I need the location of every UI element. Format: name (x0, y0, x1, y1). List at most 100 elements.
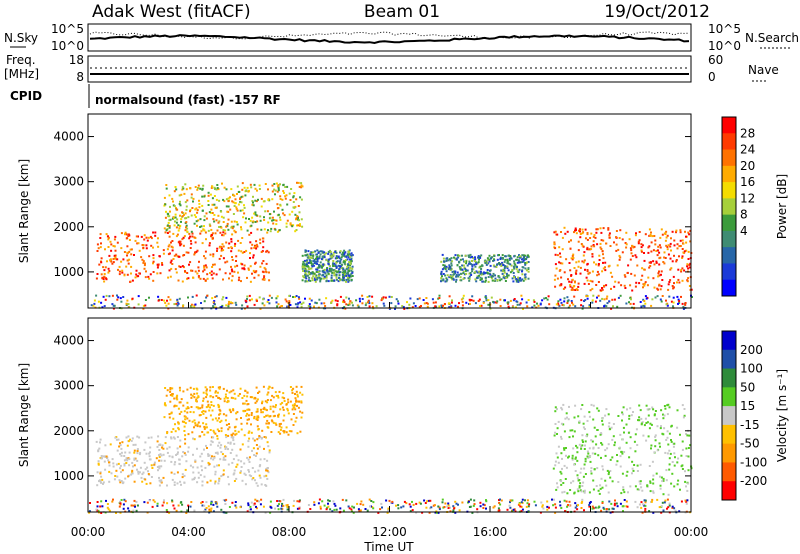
data-cell (479, 279, 482, 281)
data-cell (171, 499, 174, 502)
data-cell (233, 245, 236, 247)
data-cell (312, 254, 315, 257)
data-cell (449, 274, 452, 277)
data-cell (559, 470, 562, 473)
data-cell (297, 302, 300, 305)
data-cell (167, 253, 170, 256)
data-cell (579, 272, 582, 275)
data-cell (508, 259, 511, 262)
x-tick-label: 04:00 (171, 525, 206, 539)
data-cell (257, 198, 259, 201)
data-cell (357, 305, 360, 308)
data-cell (175, 188, 178, 191)
data-cell (361, 298, 364, 300)
data-cell (569, 285, 572, 288)
data-cell (560, 422, 563, 425)
data-cell (119, 481, 122, 484)
data-cell (583, 467, 586, 470)
data-cell (256, 300, 258, 302)
data-cell (217, 482, 220, 485)
data-cell (166, 248, 169, 251)
data-cell (469, 498, 472, 501)
data-cell (301, 266, 304, 269)
data-cell (688, 285, 691, 287)
y-tick-label: 3000 (53, 175, 84, 189)
data-cell (162, 252, 165, 255)
data-cell (275, 423, 278, 426)
data-cell (232, 436, 235, 439)
data-cell (211, 386, 214, 388)
data-cell (210, 507, 213, 510)
data-cell (192, 387, 195, 390)
data-cell (586, 450, 589, 453)
data-cell (248, 408, 251, 411)
data-cell (97, 300, 100, 303)
data-cell (670, 249, 672, 252)
data-cell (277, 414, 279, 417)
data-cell (116, 298, 119, 301)
data-cell (601, 423, 604, 426)
data-cell (566, 296, 569, 299)
data-cell (574, 470, 577, 472)
data-cell (255, 200, 258, 203)
data-cell (189, 210, 191, 213)
data-cell (141, 473, 144, 476)
data-cell (128, 258, 131, 261)
data-cell (689, 240, 692, 243)
data-cell (210, 502, 213, 505)
data-cell (181, 211, 184, 214)
data-cell (249, 280, 252, 283)
data-cell (176, 233, 179, 236)
data-cell (560, 507, 563, 509)
data-cell (177, 427, 180, 430)
data-cell (487, 272, 489, 275)
data-cell (656, 249, 659, 252)
data-cell (227, 305, 230, 308)
data-cell (558, 246, 561, 249)
data-cell (161, 504, 164, 507)
data-cell (521, 508, 524, 511)
data-cell (478, 258, 480, 261)
data-cell (246, 298, 248, 300)
data-cell (586, 419, 589, 422)
data-cell (613, 285, 616, 288)
data-cell (108, 254, 111, 257)
data-cell (234, 397, 237, 400)
data-cell (319, 505, 322, 508)
data-cell (143, 238, 146, 241)
data-cell (256, 419, 259, 421)
data-cell (232, 225, 235, 228)
data-cell (199, 435, 202, 438)
data-cell (231, 200, 234, 203)
data-cell (345, 303, 348, 306)
data-cell (114, 436, 117, 439)
data-cell (600, 442, 603, 444)
data-cell (250, 431, 253, 434)
data-cell (229, 272, 232, 275)
data-cell (614, 280, 617, 283)
data-cell (654, 435, 657, 438)
data-cell (294, 393, 296, 395)
data-cell (159, 272, 162, 275)
data-cell (207, 405, 210, 408)
data-cell (469, 262, 471, 265)
data-cell (211, 455, 213, 458)
data-cell (468, 254, 471, 257)
data-cell (458, 302, 460, 305)
data-cell (681, 239, 684, 242)
data-cell (315, 268, 318, 271)
data-cell (680, 500, 683, 503)
data-cell (664, 499, 667, 502)
data-cell (425, 506, 428, 509)
data-cell (650, 444, 653, 447)
data-cell (88, 510, 91, 513)
data-cell (110, 472, 113, 475)
data-cell (579, 233, 582, 235)
data-cell (616, 264, 619, 267)
data-cell (507, 274, 510, 277)
data-cell (248, 294, 251, 297)
data-cell (277, 394, 279, 397)
data-cell (457, 256, 460, 259)
data-cell (163, 204, 166, 207)
data-cell (284, 186, 287, 188)
